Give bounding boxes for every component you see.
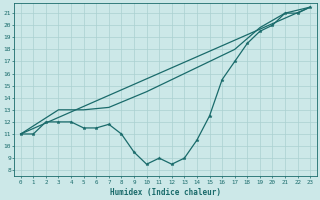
X-axis label: Humidex (Indice chaleur): Humidex (Indice chaleur) bbox=[110, 188, 221, 197]
